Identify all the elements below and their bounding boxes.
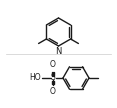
Text: S: S bbox=[51, 74, 55, 83]
Text: HO: HO bbox=[29, 74, 41, 83]
Text: N: N bbox=[55, 47, 62, 56]
Text: O: O bbox=[50, 60, 56, 69]
Text: O: O bbox=[50, 87, 56, 96]
